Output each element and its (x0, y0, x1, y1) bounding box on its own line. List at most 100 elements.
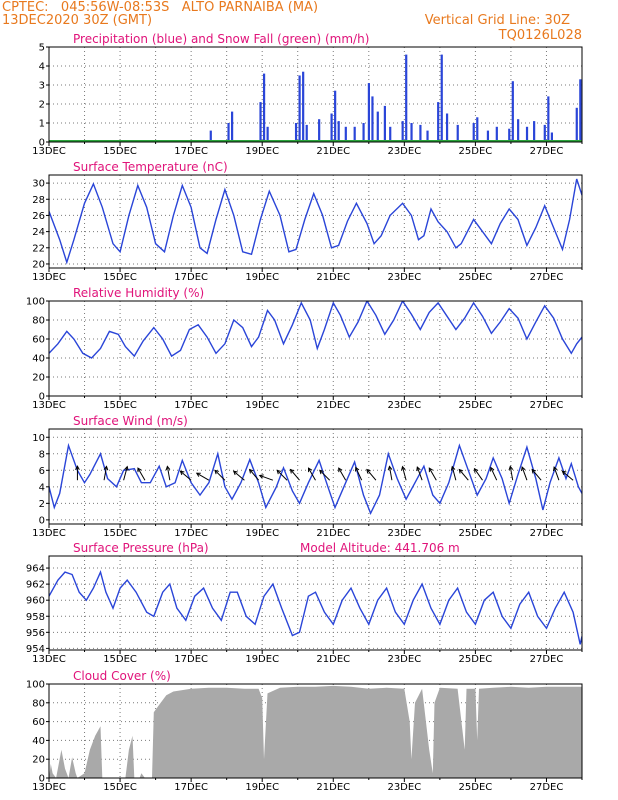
wind-arrow-head (289, 468, 295, 474)
y-tick-label: 5 (39, 43, 45, 54)
x-tick-label: 25DEC (459, 528, 493, 539)
panel-title: Relative Humidity (%) (73, 286, 204, 300)
precip-bar (344, 126, 347, 142)
precip-bar (472, 123, 475, 142)
wind-arrow-head (387, 465, 393, 471)
y-tick-label: 30 (32, 179, 45, 190)
wind-arrow (308, 467, 316, 481)
x-tick-label: 17DEC (174, 528, 208, 539)
precip-bar (294, 123, 298, 142)
panel-annotation: Model Altitude: 441.706 m (300, 541, 460, 555)
y-tick-label: 20 (32, 755, 45, 766)
grid-lines (49, 175, 582, 268)
wind-arrow (509, 466, 514, 481)
precip-bar (371, 96, 374, 142)
wind-arrow (103, 466, 108, 481)
precip-bar (476, 117, 479, 142)
x-tick-label: 25DEC (459, 782, 493, 793)
x-tick-label: 13DEC (32, 654, 66, 665)
wind-arrow-head (338, 467, 343, 473)
x-tick-label: 17DEC (174, 654, 208, 665)
y-tick-label: 100 (26, 680, 45, 691)
x-tick-label: 17DEC (174, 400, 208, 411)
precip-bar (353, 126, 356, 142)
panel-title: Surface Temperature (nC) (73, 160, 228, 174)
precip-bar (262, 73, 266, 142)
precip-bar (486, 130, 490, 142)
x-tick-label: 21DEC (316, 654, 350, 665)
wind-arrow (531, 469, 542, 481)
y-tick-label: 80 (32, 698, 45, 709)
x-tick-label: 27DEC (530, 146, 564, 157)
precip-bar (547, 96, 550, 142)
x-tick-label: 13DEC (32, 272, 66, 283)
grid-note-header: Vertical Grid Line: 30Z (424, 13, 570, 28)
x-tick-label: 21DEC (316, 272, 350, 283)
wind-arrow-head (248, 468, 254, 474)
x-tick-label: 23DEC (387, 782, 421, 793)
y-tick-label: 28 (32, 195, 45, 206)
x-tick-label: 13DEC (32, 400, 66, 411)
y-tick-label: 80 (32, 316, 45, 327)
y-tick-label: 0 (39, 774, 45, 785)
wind-arrow (319, 469, 331, 481)
precip-bar (511, 81, 514, 142)
precip-bar (440, 54, 443, 142)
wind-arrow (290, 469, 300, 481)
plot-frame (48, 300, 583, 397)
wind-arrow-head (428, 467, 433, 473)
wind-arrow-head (137, 467, 142, 473)
x-tick-label: 25DEC (459, 272, 493, 283)
precip-bar (426, 130, 429, 142)
series-group (49, 442, 582, 516)
wind-arrow-head (531, 468, 537, 474)
wind-arrow (123, 466, 128, 481)
wind-arrow (458, 469, 469, 481)
x-tick-label: 23DEC (387, 654, 421, 665)
wind-arrow-head (75, 465, 80, 470)
precip-bar (410, 123, 413, 142)
precip-bar (302, 71, 305, 142)
precip-bar (419, 124, 422, 142)
y-tick-label: 60 (32, 335, 45, 346)
x-tick-label: 17DEC (174, 146, 208, 157)
wind-arrow (355, 467, 363, 481)
y-tick-label: 40 (32, 736, 45, 747)
x-tick-label: 27DEC (530, 528, 564, 539)
y-tick-label: 24 (32, 227, 45, 238)
precip-bar (305, 124, 308, 142)
x-tick-label: 25DEC (459, 400, 493, 411)
precip-bar (543, 124, 546, 142)
precip-bar (334, 90, 337, 142)
series-group (49, 570, 582, 645)
cloud-area (49, 685, 582, 778)
precip-bar (575, 107, 578, 142)
x-tick-label: 15DEC (103, 528, 137, 539)
precip-bar (259, 102, 262, 142)
x-tick-label: 15DEC (103, 654, 137, 665)
x-tick-label: 19DEC (245, 528, 279, 539)
wind-arrow-head (401, 465, 406, 471)
wind-arrow-head (124, 465, 129, 471)
precip-bar (445, 113, 449, 142)
panel-4: 954 956 958 960 962 964 13DEC 15DEC 17DEC 19DEC 21… (26, 541, 583, 665)
precip-bar (579, 79, 582, 142)
wind-arrows (75, 465, 574, 481)
panel-0: 0 1 2 3 4 5 13DEC 15DEC 17DEC 19DEC 21DEC 23DEC 25DE… (32, 32, 583, 157)
y-tick-label: 20 (32, 259, 45, 270)
x-tick-label: 27DEC (530, 782, 564, 793)
series-line (49, 301, 582, 359)
series-line (49, 570, 582, 645)
grid-lines (49, 429, 582, 524)
y-tick-label: 0 (39, 138, 45, 149)
wind-arrow-head (508, 465, 514, 471)
wind-arrow (428, 467, 437, 481)
wind-arrow (451, 466, 457, 481)
wind-arrow (553, 466, 560, 481)
precip-bar (337, 121, 340, 142)
wind-arrow-head (561, 470, 567, 476)
wind-arrow (366, 469, 377, 481)
panel-5: 0 20 40 60 80 100 13DEC 15DEC 17DEC 19DEC 21DEC 23D… (26, 669, 583, 793)
y-tick-label: 964 (26, 564, 45, 575)
y-tick-label: 4 (39, 62, 45, 73)
